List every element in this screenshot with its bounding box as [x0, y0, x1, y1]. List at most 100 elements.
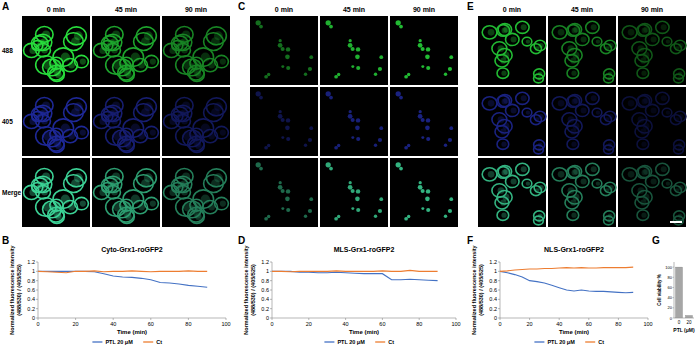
- micrograph: [390, 87, 458, 156]
- nucleus: [605, 46, 610, 51]
- cell: [189, 139, 204, 152]
- plot-area: [38, 271, 207, 287]
- x-tick: [150, 318, 151, 320]
- nucleus: [502, 170, 508, 176]
- x-tick-label: 100: [643, 321, 652, 327]
- x-tick-label: 60: [148, 321, 154, 327]
- image-background: [22, 158, 90, 227]
- plot-area: [676, 267, 693, 318]
- cell: [444, 214, 447, 217]
- cell: [329, 25, 333, 29]
- micrograph: [478, 158, 546, 227]
- y-tick-label: 0: [266, 315, 269, 321]
- line-chart: MLS-Grx1-roGFP200.20.40.60.811.202040608…: [243, 244, 461, 345]
- nucleus: [43, 202, 52, 211]
- image-background: [320, 87, 388, 156]
- nucleus: [521, 24, 527, 30]
- x-axis-label: Time (min): [559, 329, 589, 335]
- nucleus: [591, 95, 597, 101]
- legend-swatch: [585, 341, 595, 342]
- y-tick: [270, 262, 272, 263]
- cell: [399, 167, 403, 171]
- y-tick-label: 0.2: [489, 306, 497, 312]
- cell: [355, 197, 360, 202]
- y-tick-label: 0.2: [27, 306, 35, 312]
- nucleus: [138, 133, 145, 140]
- y-tick-label: 1.2: [27, 259, 35, 265]
- y-tick: [36, 299, 38, 300]
- cell: [482, 26, 497, 39]
- series-line: [38, 271, 207, 287]
- y-tick-label: 100: [665, 265, 672, 270]
- nucleus: [571, 71, 576, 76]
- y-tick: [673, 307, 675, 308]
- cell: [63, 130, 78, 143]
- cell: [646, 104, 660, 116]
- image-background: [618, 158, 686, 227]
- cell: [279, 39, 282, 42]
- row-label: Merge: [2, 189, 22, 197]
- cell: [309, 126, 313, 130]
- y-tick-label: 0.8: [261, 278, 269, 284]
- cell: [674, 140, 685, 150]
- cell: [378, 138, 382, 142]
- image-background: [320, 16, 388, 85]
- x-tick: [382, 318, 383, 320]
- image-background: [250, 16, 318, 85]
- nucleus: [641, 142, 646, 147]
- x-tick-label: 40: [110, 321, 116, 327]
- x-tick: [38, 318, 39, 320]
- nucleus: [141, 179, 150, 188]
- x-tick: [308, 318, 309, 320]
- nucleus: [208, 62, 215, 69]
- cell: [63, 59, 78, 72]
- cell: [281, 207, 284, 210]
- nucleus: [526, 181, 530, 185]
- y-tick: [498, 271, 500, 272]
- nucleus: [195, 213, 202, 220]
- image-background: [618, 87, 686, 156]
- y-tick-label: 40: [668, 295, 673, 300]
- cell: [326, 162, 331, 167]
- nucleus: [80, 59, 86, 65]
- nucleus: [195, 142, 202, 149]
- micrograph: [320, 158, 388, 227]
- nucleus: [42, 101, 50, 109]
- cell: [351, 189, 355, 193]
- cell: [604, 140, 615, 150]
- cell: [281, 118, 285, 122]
- panel-label: G: [652, 235, 660, 246]
- cell: [421, 47, 425, 51]
- panel-label: E: [467, 1, 474, 12]
- image-background: [548, 16, 616, 85]
- y-tick: [36, 290, 38, 291]
- image-background: [390, 16, 458, 85]
- y-tick: [270, 299, 272, 300]
- nucleus: [68, 62, 75, 69]
- nucleus: [501, 213, 506, 218]
- cell: [286, 47, 290, 51]
- nucleus: [183, 202, 192, 211]
- cell: [304, 214, 307, 217]
- cell: [419, 181, 422, 184]
- cell: [355, 55, 360, 60]
- nucleus: [568, 187, 575, 194]
- legend-label: PTL 20 μM: [337, 339, 365, 345]
- cell: [600, 186, 611, 196]
- cell: [356, 208, 360, 212]
- cell: [189, 210, 204, 223]
- cell: [304, 143, 307, 146]
- nucleus: [675, 117, 680, 122]
- cell: [349, 39, 352, 42]
- cell: [567, 68, 579, 78]
- bar: [686, 315, 693, 318]
- cell: [278, 43, 283, 48]
- nucleus: [502, 99, 508, 105]
- cell: [407, 73, 410, 76]
- column-label: 90 min: [641, 6, 663, 13]
- chart-title: MLS-Grx1-roGFP2: [334, 246, 395, 253]
- y-tick-label: 0.2: [261, 306, 269, 312]
- x-tick-label: 0: [270, 321, 273, 327]
- image-background: [478, 87, 546, 156]
- column-label: 45 min: [115, 6, 137, 13]
